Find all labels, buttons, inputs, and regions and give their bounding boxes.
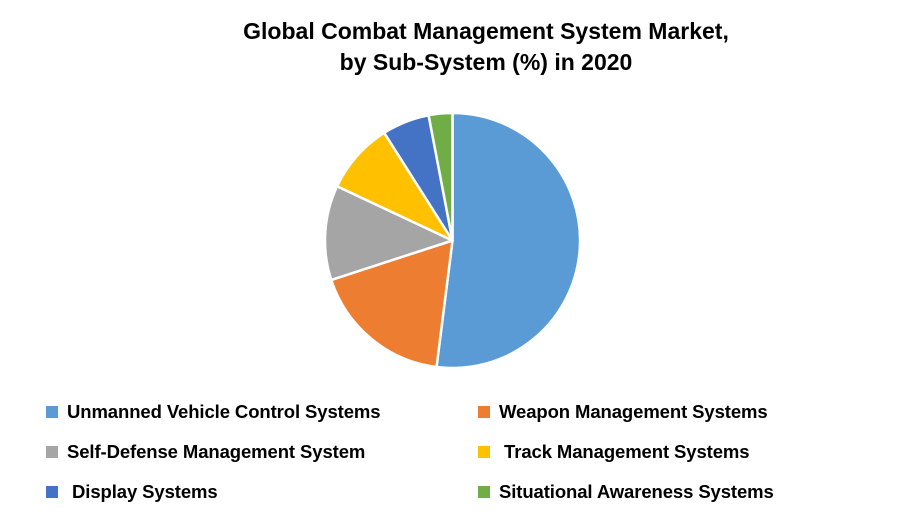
legend-label: Weapon Management Systems	[499, 401, 768, 422]
chart-legend: Unmanned Vehicle Control Systems Weapon …	[46, 392, 876, 512]
chart-title-line-1: Global Combat Management System Market,	[243, 18, 729, 44]
pie-slice-2	[329, 239, 454, 369]
legend-item-self-defense-management-system: Self-Defense Management System	[46, 432, 478, 472]
legend-swatch-icon	[478, 406, 490, 418]
legend-item-situational-awareness-systems: Situational Awareness Systems	[478, 472, 876, 512]
legend-item-display-systems: Display Systems	[46, 472, 478, 512]
legend-swatch-icon	[46, 486, 58, 498]
legend-label: Unmanned Vehicle Control Systems	[67, 401, 381, 422]
legend-label: Track Management Systems	[499, 441, 750, 462]
legend-label: Display Systems	[67, 481, 218, 502]
legend-label: Situational Awareness Systems	[499, 481, 774, 502]
legend-swatch-icon	[46, 406, 58, 418]
legend-swatch-icon	[478, 486, 490, 498]
legend-item-unmanned-vehicle-control-systems: Unmanned Vehicle Control Systems	[46, 392, 478, 432]
chart-title: Global Combat Management System Market, …	[36, 16, 900, 78]
pie-slice-3	[323, 184, 454, 282]
legend-swatch-icon	[46, 446, 58, 458]
legend-item-weapon-management-systems: Weapon Management Systems	[478, 392, 876, 432]
legend-label: Self-Defense Management System	[67, 441, 366, 462]
legend-swatch-icon	[478, 446, 490, 458]
chart-title-line-2: by Sub-System (%) in 2020	[339, 49, 633, 75]
legend-item-track-management-systems: Track Management Systems	[478, 432, 876, 472]
pie-slice-1	[435, 111, 582, 370]
pie-slice-6	[427, 111, 454, 242]
